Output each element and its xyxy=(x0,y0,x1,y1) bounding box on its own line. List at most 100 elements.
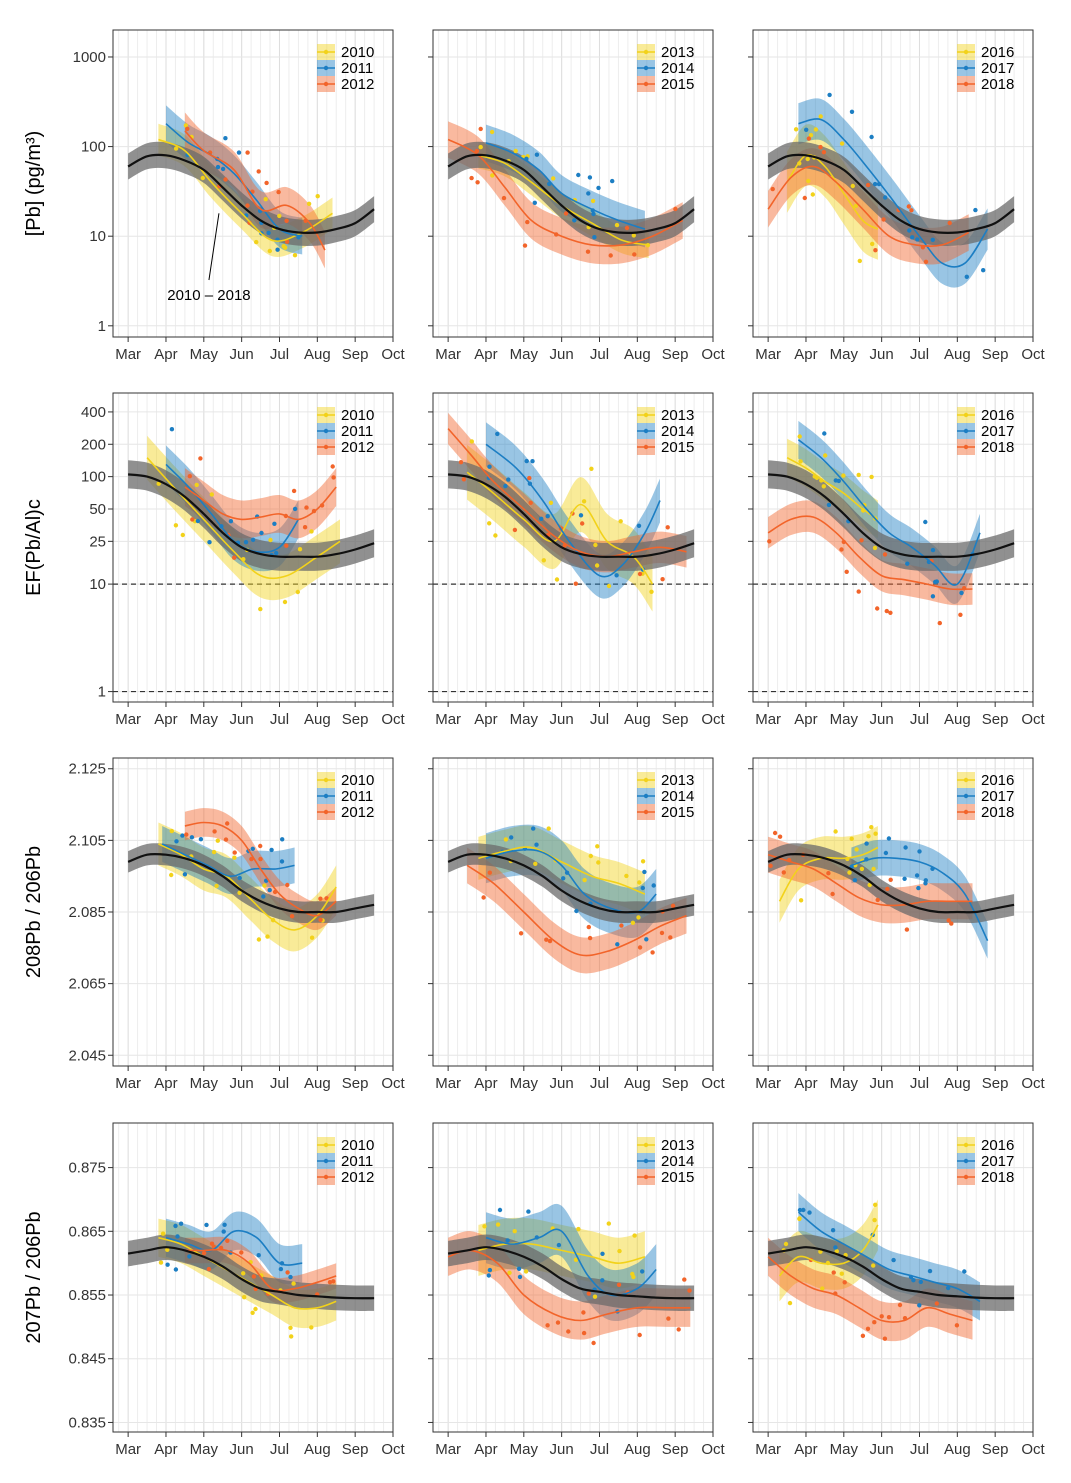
x-tick-label: Jul xyxy=(910,1075,929,1092)
point-2016 xyxy=(798,898,804,903)
point-2014 xyxy=(576,172,581,178)
point-2018 xyxy=(842,1280,847,1285)
x-tick-label: Mar xyxy=(435,1075,461,1092)
x-tick-label: Jul xyxy=(590,346,609,363)
line-2014 xyxy=(485,443,661,578)
legend-key-point xyxy=(963,412,969,418)
band-2010 – 2018 xyxy=(768,1234,1015,1311)
point-2015 xyxy=(469,175,474,181)
point-2010 xyxy=(156,481,161,486)
point-2013 xyxy=(588,853,593,859)
line-2015 xyxy=(466,864,687,957)
legend-label: 2018 xyxy=(981,1169,1014,1186)
point-2018 xyxy=(872,1320,877,1325)
point-2015 xyxy=(591,1340,596,1346)
x-tick-label: Sep xyxy=(342,1075,369,1092)
point-2015 xyxy=(586,924,591,930)
line-2010 – 2018 xyxy=(767,852,1015,914)
point-2015 xyxy=(481,895,486,900)
point-2016 xyxy=(820,1286,825,1291)
point-2011 xyxy=(178,1221,184,1226)
point-2018 xyxy=(882,1336,888,1341)
point-2016 xyxy=(859,866,865,872)
x-tick-label: Jul xyxy=(590,711,609,728)
point-2014 xyxy=(545,514,550,519)
point-2010 xyxy=(254,239,259,245)
y-tick-label: 400 xyxy=(81,404,106,421)
point-2011 xyxy=(182,872,188,877)
point-2017 xyxy=(822,431,827,436)
legend-key-point xyxy=(963,1142,969,1148)
x-tick-label: May xyxy=(830,346,859,363)
point-2017 xyxy=(891,1257,896,1263)
point-2012 xyxy=(232,850,237,855)
legend-label: 2016 xyxy=(981,44,1014,61)
point-2015 xyxy=(555,1320,561,1325)
point-2018 xyxy=(772,830,778,836)
point-2013 xyxy=(469,439,474,444)
legend-label: 2015 xyxy=(661,76,694,93)
point-2010 xyxy=(309,529,314,534)
point-2012 xyxy=(251,1274,257,1279)
legend-key-point xyxy=(643,1158,649,1164)
point-2017 xyxy=(946,1285,951,1291)
point-2011 xyxy=(175,1234,180,1239)
x-tick-label: Jun xyxy=(870,1441,894,1458)
point-2016 xyxy=(806,178,811,184)
point-2012 xyxy=(209,1241,215,1246)
point-2015 xyxy=(563,211,569,216)
point-2010 xyxy=(232,855,237,860)
point-2011 xyxy=(279,859,285,864)
point-2015 xyxy=(586,1291,591,1296)
legend-key-point xyxy=(323,444,329,450)
legend-key-point xyxy=(963,1174,969,1180)
point-2017 xyxy=(930,547,936,553)
legend-label: 2012 xyxy=(341,439,374,456)
point-2013 xyxy=(489,129,495,135)
point-2011 xyxy=(275,247,280,252)
point-2015 xyxy=(666,1316,671,1321)
point-2010 xyxy=(289,1334,294,1339)
line-2015 xyxy=(447,138,684,247)
line-2010 – 2018 xyxy=(447,1246,695,1300)
y-tick-label: 50 xyxy=(89,501,106,518)
point-2010 xyxy=(309,935,315,940)
point-2010 xyxy=(295,589,300,595)
x-tick-label: May xyxy=(190,1441,219,1458)
x-tick-label: Aug xyxy=(944,1075,971,1092)
point-2015 xyxy=(478,126,483,132)
point-2016 xyxy=(810,192,815,197)
x-tick-label: Jun xyxy=(550,346,574,363)
legend-key-point xyxy=(963,81,969,87)
x-tick-label: Jul xyxy=(910,711,929,728)
y-axis-title: [Pb] (pg/m³) xyxy=(23,131,45,237)
x-tick-label: Oct xyxy=(1021,346,1045,363)
band-2017 xyxy=(851,839,988,959)
x-tick-label: Jul xyxy=(590,1441,609,1458)
point-2014 xyxy=(486,1273,491,1278)
x-tick-label: Aug xyxy=(624,1075,651,1092)
point-2010 xyxy=(282,599,288,605)
y-axis-title: 207Pb / 206Pb xyxy=(23,1211,45,1343)
point-2012 xyxy=(285,882,290,888)
point-2012 xyxy=(256,169,261,174)
point-2012 xyxy=(284,239,290,244)
point-2016 xyxy=(839,141,845,146)
point-2011 xyxy=(272,521,277,526)
point-2014 xyxy=(592,235,597,240)
point-2018 xyxy=(865,182,871,188)
point-2012 xyxy=(324,896,329,901)
point-2011 xyxy=(169,427,175,432)
legend-label: 2010 xyxy=(341,1137,374,1154)
point-2011 xyxy=(280,837,285,842)
point-2015 xyxy=(650,950,655,955)
point-2017 xyxy=(905,561,910,566)
x-tick-label: Oct xyxy=(381,1441,405,1458)
point-2012 xyxy=(184,832,189,837)
point-2016 xyxy=(870,241,875,247)
point-2014 xyxy=(640,1269,645,1274)
legend-key-point xyxy=(643,793,649,799)
point-2011 xyxy=(236,150,242,155)
